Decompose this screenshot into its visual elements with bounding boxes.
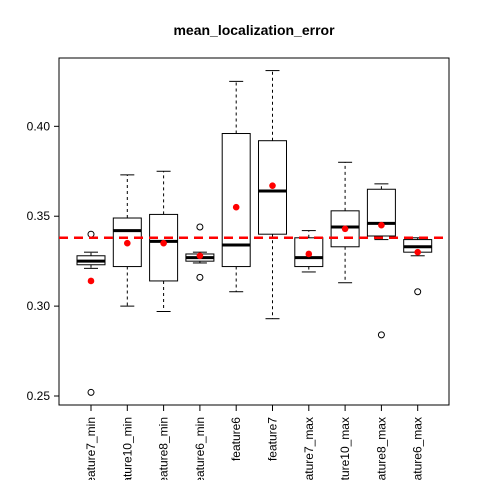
x-tick-label: feature7 [266,417,280,461]
mean-marker [269,182,276,189]
box-feature7_min [77,231,105,395]
chart-title: mean_localization_error [173,22,335,38]
y-tick-label: 0.25 [27,389,51,403]
x-tick-label: feature8_max [374,417,388,480]
x-tick-label: feature6 [229,417,243,461]
outlier-point [197,224,203,230]
x-tick-label: feature6_max [411,417,425,480]
y-tick-label: 0.35 [27,209,51,223]
mean-marker [197,252,204,259]
box-body [150,214,178,281]
mean-marker [342,226,349,233]
box-body [222,134,250,267]
x-tick-label: feature6_min [193,417,207,480]
box-feature6_max [404,238,432,295]
box-feature10_max [331,162,359,282]
outlier-point [197,274,203,280]
y-tick-label: 0.30 [27,299,51,313]
mean-marker [233,204,240,211]
outlier-point [415,289,421,295]
x-tick-label: feature10_min [120,417,134,480]
x-tick-label: feature10_max [338,417,352,480]
box-feature7 [259,71,287,319]
outlier-point [378,332,384,338]
x-tick-label: feature7_max [302,417,316,480]
x-tick-label: feature8_min [157,417,171,480]
mean-marker [306,251,313,258]
x-axis: feature7_min feature10_min feature8_min fea… [84,405,425,480]
mean-marker [414,249,421,256]
box-feature6 [222,81,250,291]
mean-marker [378,222,385,229]
outlier-point [88,389,94,395]
box-feature6_min [186,224,214,280]
y-tick-label: 0.40 [27,119,51,133]
box-feature8_max [367,184,395,338]
mean-marker [124,240,131,247]
mean-marker [160,240,167,247]
box-body [367,189,395,236]
y-axis: 0.25 0.30 0.35 0.40 [27,119,59,403]
boxes-group [77,71,432,396]
x-tick-label: feature7_min [84,417,98,480]
mean-marker [88,278,95,285]
outlier-point [88,231,94,237]
